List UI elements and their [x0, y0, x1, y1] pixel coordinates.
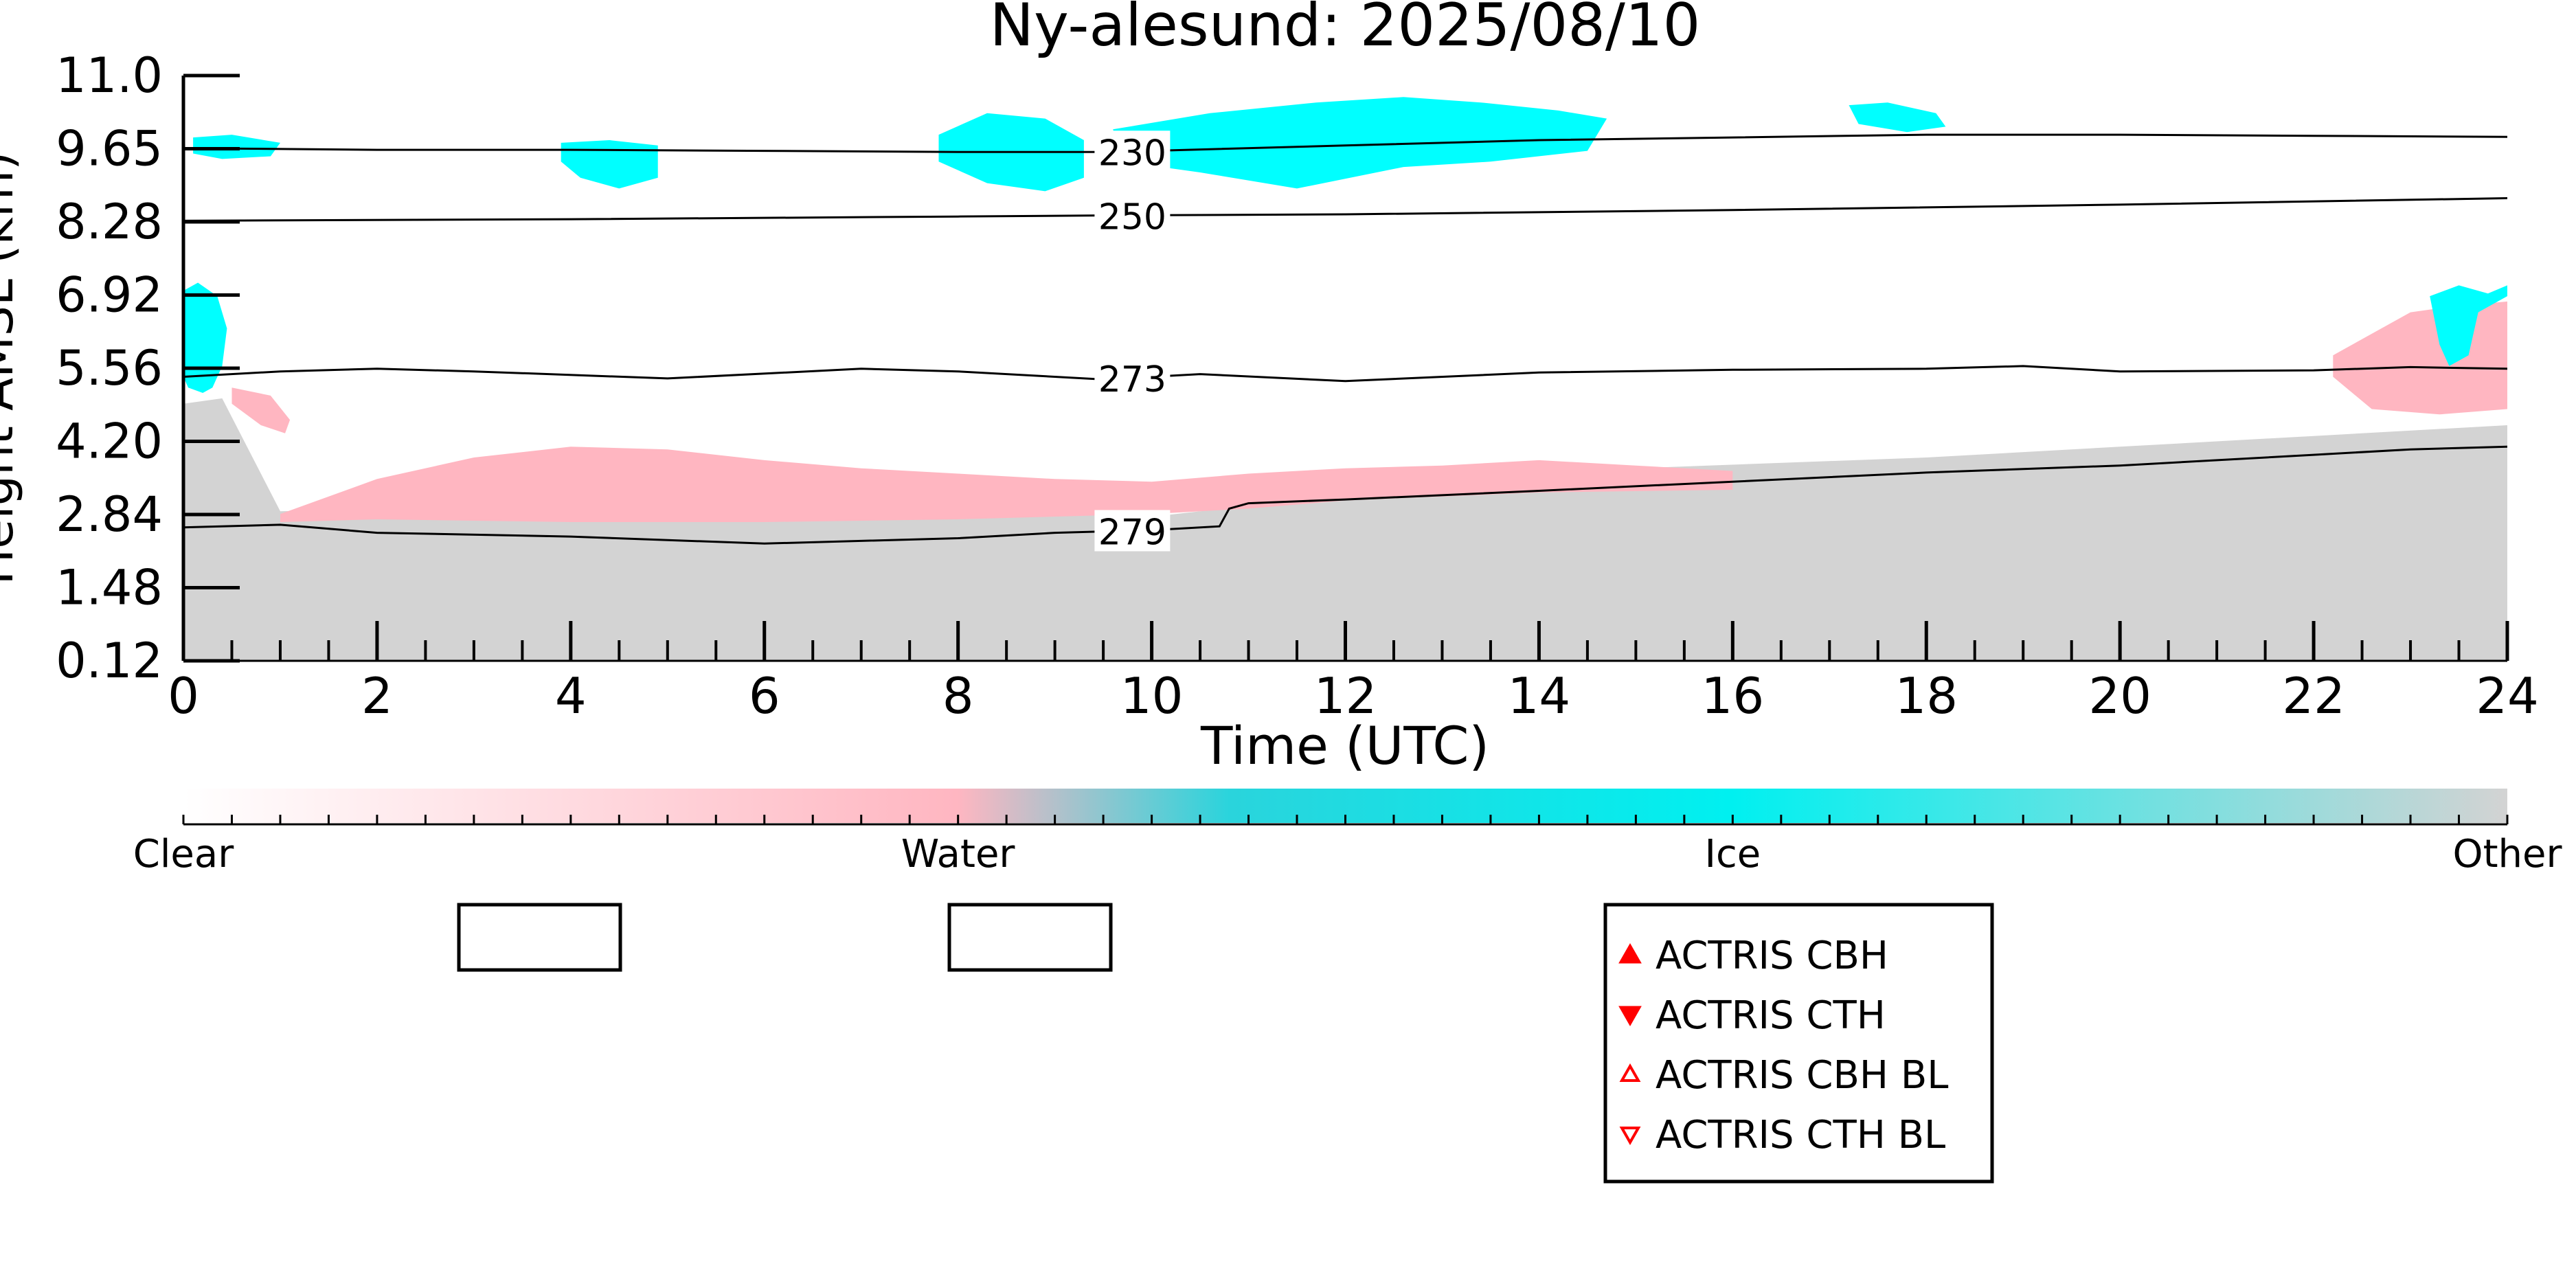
region-water-1 — [280, 447, 1733, 522]
colorbar-ticks: Clear Water Ice Other — [133, 815, 2562, 877]
y-tick-label: 0.12 — [56, 633, 163, 689]
triangle-up-open-marker-icon — [1619, 1063, 1641, 1082]
x-tick-label: 16 — [1702, 667, 1765, 725]
colorbar-label-clear: Clear — [133, 832, 234, 877]
y-tick-label: 4.20 — [56, 414, 163, 470]
x-tick-label: 2 — [361, 667, 393, 725]
isotherm-label-bg-273 — [1094, 357, 1171, 399]
isotherm-label-250: 250 — [1098, 196, 1166, 238]
legend-item-label: ACTRIS CTH BL — [1656, 1113, 1945, 1157]
x-tick-label: 0 — [168, 667, 199, 725]
isotherm-label-bg-279 — [1094, 510, 1171, 552]
region-other-0 — [183, 398, 2507, 661]
empty-legend-box-1 — [457, 903, 622, 972]
isotherm-label-bg-230 — [1094, 131, 1171, 172]
x-tick-label: 12 — [1314, 667, 1377, 725]
x-tick-label: 18 — [1895, 667, 1958, 725]
region-ice-6 — [193, 135, 280, 159]
triangle-down-filled-marker-icon — [1618, 1006, 1642, 1027]
plot-area: 230 250 273 279 — [183, 76, 2507, 661]
x-tick-label: 14 — [1508, 667, 1571, 725]
x-tick-label: 24 — [2476, 667, 2539, 725]
isotherm-lines: 230 250 273 279 — [183, 131, 2507, 553]
isotherm-line-273 — [183, 365, 2507, 383]
y-axis-label: Height AMSL (km) — [0, 152, 24, 585]
triangle-up-filled-marker-icon — [1618, 942, 1642, 964]
colorbar: Clear Water Ice Other — [133, 789, 2562, 877]
empty-legend-box-2 — [947, 903, 1113, 972]
marker-legend-items: ACTRIS CBH ACTRIS CTH ACTRIS CBH BL ACTRIS … — [1618, 934, 1948, 1157]
x-tick-label: 10 — [1120, 667, 1184, 725]
marker-legend: ACTRIS CBH ACTRIS CTH ACTRIS CBH BL ACTRIS … — [1603, 903, 1994, 1184]
region-ice-9 — [1113, 97, 1607, 189]
y-tick-label: 8.28 — [56, 194, 163, 250]
region-ice-10 — [1849, 102, 1946, 133]
x-tick-label: 20 — [2088, 667, 2151, 725]
marker-legend-frame — [1603, 903, 1994, 1184]
colorbar-label-ice: Ice — [1704, 832, 1761, 877]
x-axis-label: Time (UTC) — [1200, 715, 1489, 776]
isotherm-line-250 — [183, 197, 2507, 222]
triangle-down-open-marker-icon — [1619, 1127, 1641, 1146]
region-water-2 — [231, 387, 291, 433]
region-ice-7 — [561, 140, 658, 189]
x-tick-label: 6 — [749, 667, 780, 725]
legend-item-label: ACTRIS CTH — [1656, 993, 1886, 1038]
legend-item-label: ACTRIS CBH — [1656, 934, 1888, 978]
y-tick-label: 5.56 — [56, 340, 163, 396]
chart-title: Ny-alesund: 2025/08/10 — [990, 0, 1701, 60]
classification-regions — [183, 97, 2507, 661]
colorbar-label-water: Water — [901, 832, 1016, 877]
region-ice-4 — [183, 282, 227, 393]
isotherm-line-279 — [183, 445, 2507, 545]
x-tick-label: 22 — [2282, 667, 2345, 725]
region-ice-5 — [2430, 285, 2507, 366]
axes: 0 2 4 6 8 10 12 14 16 18 20 22 240.121.482.844.205.5… — [56, 47, 2539, 725]
legend-item-label: ACTRIS CBH BL — [1656, 1053, 1948, 1098]
isotherm-label-273: 273 — [1098, 359, 1166, 400]
isotherm-label-230: 230 — [1098, 133, 1166, 174]
x-tick-label: 4 — [555, 667, 587, 725]
isotherm-label-bg-250 — [1094, 194, 1171, 236]
isotherm-label-279: 279 — [1098, 512, 1166, 553]
y-tick-label: 2.84 — [56, 486, 163, 543]
y-tick-label: 11.0 — [56, 47, 163, 104]
colorbar-label-other: Other — [2452, 832, 2562, 877]
y-tick-label: 9.65 — [56, 121, 163, 177]
x-tick-label: 8 — [942, 667, 974, 725]
isotherm-line-230 — [183, 133, 2507, 153]
y-tick-label: 1.48 — [56, 560, 163, 616]
y-tick-label: 6.92 — [56, 267, 163, 324]
